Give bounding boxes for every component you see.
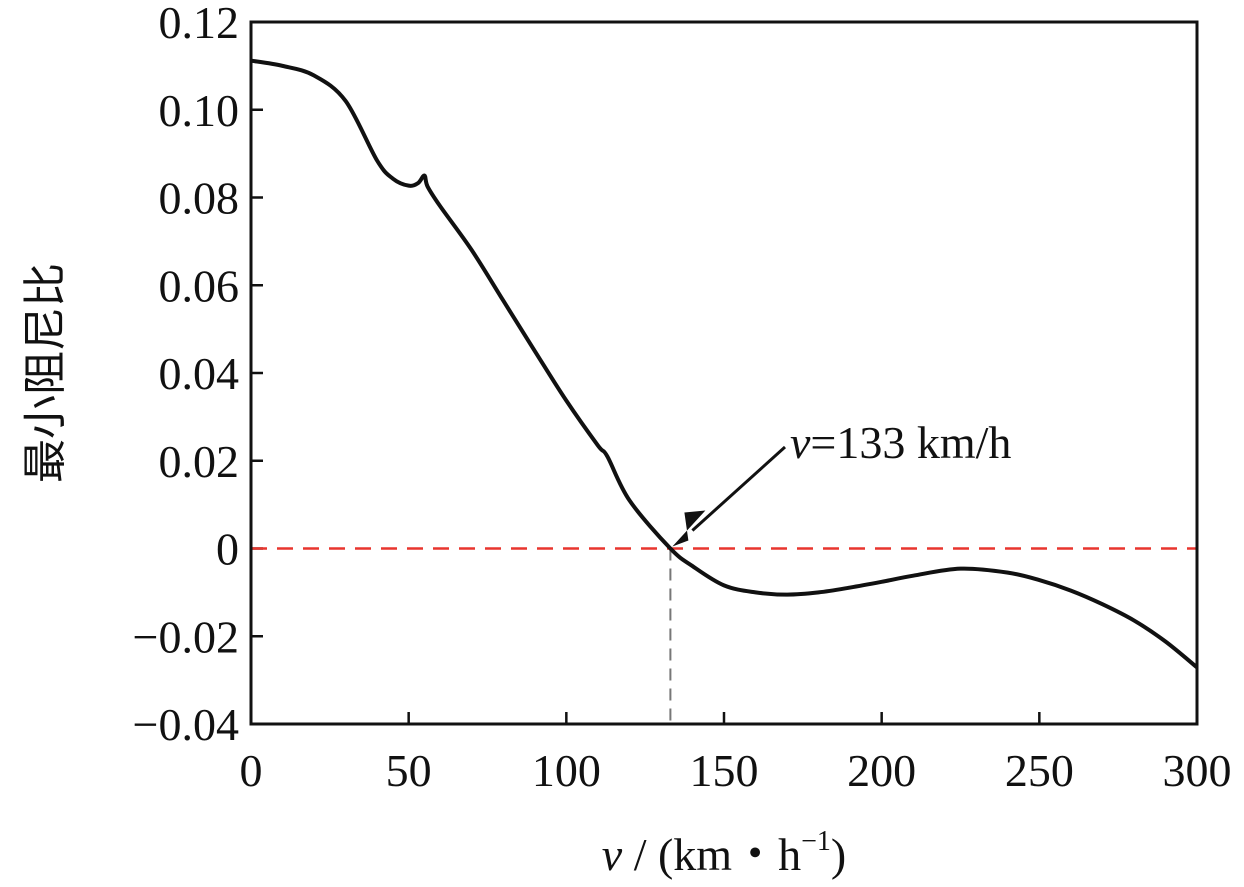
y-tick-label: −0.04 xyxy=(133,699,239,750)
y-tick-label: 0.12 xyxy=(159,0,240,48)
damping-ratio-curve xyxy=(250,58,1199,669)
y-tick-label: 0 xyxy=(216,524,239,575)
y-axis-label: 最小阻尼比 xyxy=(21,263,70,483)
x-tick-label: 100 xyxy=(532,745,601,796)
y-tick-label: 0.04 xyxy=(159,348,240,399)
plot-frame xyxy=(249,20,1199,726)
x-tick-label: 50 xyxy=(386,745,432,796)
annotation-label: v=133 km/h xyxy=(790,417,1011,468)
y-tick-label: 0.08 xyxy=(159,173,240,224)
annotation-arrow-line xyxy=(691,445,787,532)
y-tick-label: 0.10 xyxy=(159,85,240,136)
x-tick-label: 0 xyxy=(240,745,263,796)
y-tick-label: 0.02 xyxy=(159,436,240,487)
y-tick-label: 0.06 xyxy=(159,260,240,311)
x-tick-label: 300 xyxy=(1163,745,1232,796)
x-tick-label: 150 xyxy=(690,745,759,796)
x-tick-label: 250 xyxy=(1005,745,1074,796)
x-axis-label: v / (km・h−1) xyxy=(602,826,846,880)
y-tick-label: −0.02 xyxy=(133,611,239,662)
x-tick-label: 200 xyxy=(847,745,916,796)
annotation-arrowhead xyxy=(672,510,706,547)
